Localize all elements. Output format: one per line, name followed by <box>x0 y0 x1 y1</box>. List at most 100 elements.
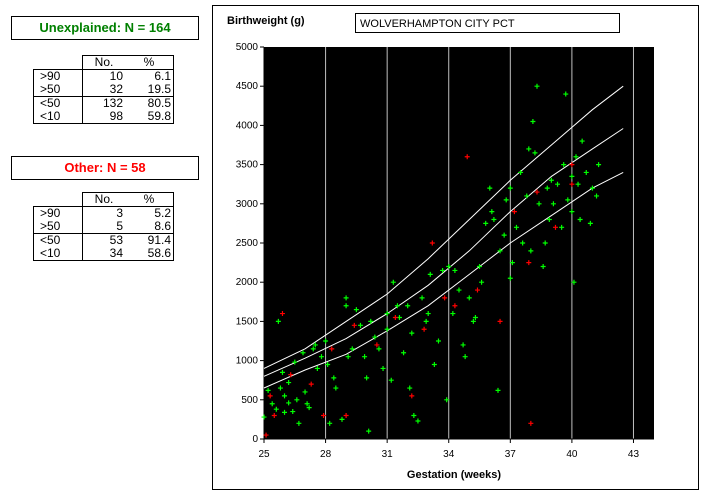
data-point-unexplained <box>587 220 593 226</box>
y-axis-title: Birthweight (g) <box>227 15 305 27</box>
data-point-unexplained <box>518 169 524 175</box>
row-no: 53 <box>82 233 125 247</box>
y-tick-label: 500 <box>241 395 258 406</box>
data-point-unexplained <box>440 267 446 273</box>
data-point-unexplained <box>483 220 489 226</box>
data-point-unexplained <box>390 279 396 285</box>
data-point-unexplained <box>536 201 542 207</box>
data-point-other <box>263 432 269 438</box>
region-title: WOLVERHAMPTON CITY PCT <box>355 13 620 33</box>
table-header-row: No. % <box>34 192 174 207</box>
data-point-unexplained <box>327 420 333 426</box>
x-tick-label: 31 <box>382 449 394 460</box>
y-tick-label: 1000 <box>236 356 259 367</box>
data-point-unexplained <box>559 224 565 230</box>
data-point-unexplained <box>544 185 550 191</box>
row-label: <10 <box>33 110 83 124</box>
data-point-unexplained <box>524 193 530 199</box>
data-point-unexplained <box>415 418 421 424</box>
data-point-unexplained <box>575 181 581 187</box>
data-point-unexplained <box>431 362 437 368</box>
row-label: >50 <box>33 220 83 234</box>
data-point-other <box>279 311 285 317</box>
row-pct: 8.6 <box>125 220 174 234</box>
data-point-unexplained <box>513 224 519 230</box>
y-tick-label: 4000 <box>236 120 259 131</box>
data-point-unexplained <box>388 377 394 383</box>
data-point-unexplained <box>573 154 579 160</box>
data-point-unexplained <box>294 397 300 403</box>
data-point-unexplained <box>466 295 472 301</box>
data-point-unexplained <box>407 385 413 391</box>
y-tick-label: 4500 <box>236 81 259 92</box>
data-point-unexplained <box>450 311 456 317</box>
data-point-other <box>528 420 534 426</box>
data-point-unexplained <box>364 375 370 381</box>
data-point-unexplained <box>310 346 316 352</box>
data-point-unexplained <box>380 365 386 371</box>
row-no: 34 <box>82 247 125 261</box>
row-label: >90 <box>33 206 83 220</box>
data-point-unexplained <box>507 275 513 281</box>
row-no: 98 <box>82 110 125 124</box>
data-point-other <box>474 287 480 293</box>
data-point-unexplained <box>261 414 267 420</box>
data-point-unexplained <box>273 406 279 412</box>
data-point-unexplained <box>579 138 585 144</box>
data-point-unexplained <box>446 264 452 270</box>
row-pct: 91.4 <box>125 233 174 247</box>
data-point-unexplained <box>394 303 400 309</box>
row-no: 32 <box>82 83 125 97</box>
data-point-other <box>452 303 458 309</box>
y-tick-label: 5000 <box>236 42 259 53</box>
data-point-other <box>511 209 517 215</box>
data-point-unexplained <box>265 387 271 393</box>
header-no: No. <box>82 192 125 207</box>
row-pct: 19.5 <box>125 83 174 97</box>
data-point-unexplained <box>269 401 275 407</box>
data-point-unexplained <box>362 354 368 360</box>
data-point-other <box>392 314 398 320</box>
data-point-unexplained <box>444 397 450 403</box>
data-point-other <box>526 260 532 266</box>
row-pct: 80.5 <box>125 96 174 110</box>
data-point-unexplained <box>409 330 415 336</box>
data-point-unexplained <box>520 240 526 246</box>
data-point-unexplained <box>550 201 556 207</box>
data-point-other <box>464 154 470 160</box>
data-point-other <box>409 393 415 399</box>
header-pct: % <box>125 55 174 70</box>
data-point-other <box>552 224 558 230</box>
data-point-unexplained <box>509 260 515 266</box>
row-label: <50 <box>33 96 83 110</box>
data-point-unexplained <box>555 181 561 187</box>
data-point-other <box>351 322 357 328</box>
data-point-unexplained <box>296 420 302 426</box>
y-tick-label: 2500 <box>236 238 259 249</box>
unexplained-table: No. % >90 10 6.1 >50 32 19.5 <50 132 80.… <box>33 55 174 124</box>
data-point-unexplained <box>487 185 493 191</box>
data-point-other <box>329 346 335 352</box>
data-point-unexplained <box>501 232 507 238</box>
x-tick-label: 28 <box>320 449 332 460</box>
data-point-unexplained <box>491 216 497 222</box>
data-point-unexplained <box>561 162 567 168</box>
row-no: 3 <box>82 206 125 220</box>
data-point-unexplained <box>479 279 485 285</box>
data-point-unexplained <box>497 248 503 254</box>
data-point-unexplained <box>312 342 318 348</box>
data-point-unexplained <box>526 146 532 152</box>
data-point-unexplained <box>318 354 324 360</box>
table-row: <50 53 91.4 <box>33 233 174 247</box>
data-point-unexplained <box>569 209 575 215</box>
data-point-unexplained <box>290 409 296 415</box>
x-tick-label: 40 <box>566 449 578 460</box>
data-point-unexplained <box>357 322 363 328</box>
other-table: No. % >90 3 5.2 >50 5 8.6 <50 53 91.4 <1… <box>33 192 174 261</box>
x-tick-label: 25 <box>258 449 270 460</box>
table-header-row: No. % <box>34 55 174 70</box>
data-point-unexplained <box>345 354 351 360</box>
data-point-unexplained <box>594 193 600 199</box>
data-point-unexplained <box>353 307 359 313</box>
data-point-unexplained <box>279 369 285 375</box>
